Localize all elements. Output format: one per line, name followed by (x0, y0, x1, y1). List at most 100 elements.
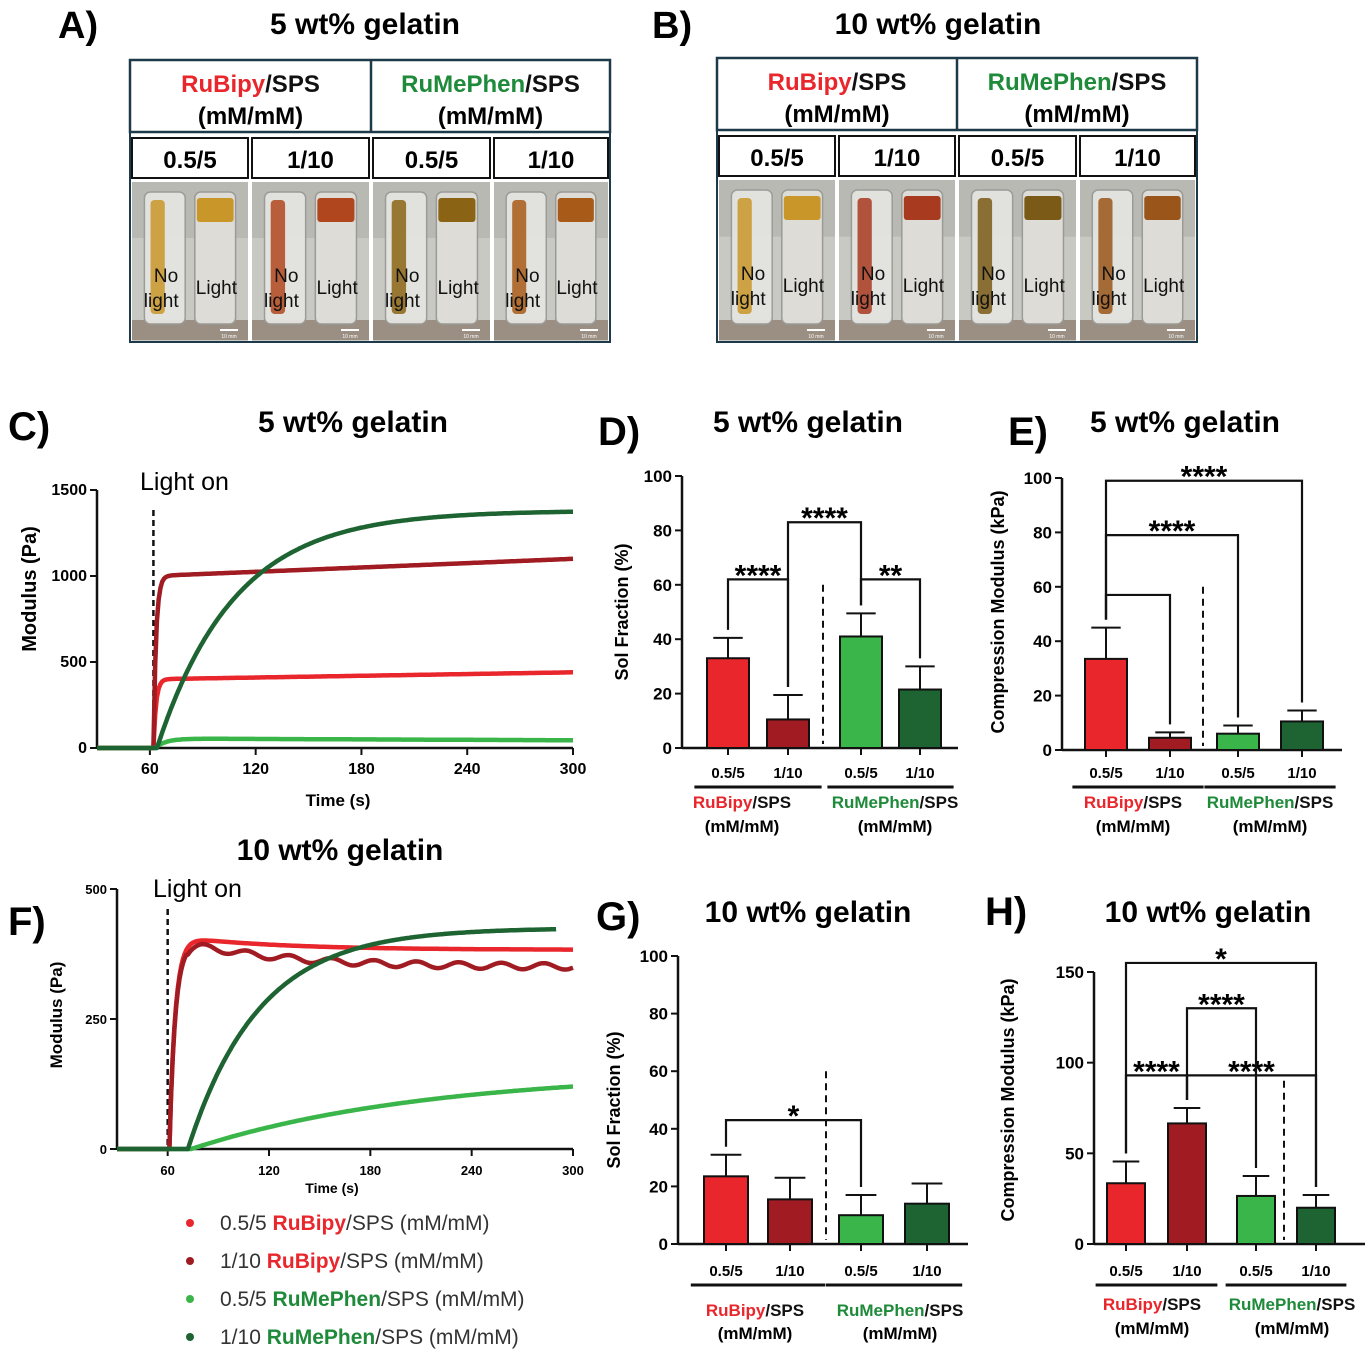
ratio-cell (838, 135, 956, 177)
vial-label-no: No (154, 266, 178, 287)
x-axis-label: Time (s) (305, 1180, 358, 1196)
vial-gel-top (903, 196, 941, 220)
significance-bracket (1124, 961, 1318, 1188)
y-tick-label: 80 (653, 521, 672, 540)
category-label: 1/10 (773, 765, 802, 782)
vial-label-no: No (515, 266, 539, 287)
vial-label-no: No (274, 266, 298, 287)
chart-title: 10 wt% gelatin (237, 834, 444, 867)
vial-liquid-smear (1098, 198, 1113, 314)
y-tick-label: 500 (85, 882, 107, 897)
panel-letter: G) (596, 895, 640, 939)
vial-gel-top (196, 198, 234, 222)
x-tick-label: 60 (141, 761, 159, 778)
legend-prefix: 1/10 (220, 1250, 267, 1273)
group-name-colored: RuMePhen (1229, 1295, 1317, 1314)
vial-gel-top (438, 198, 476, 222)
category-label: 1/10 (1301, 1263, 1330, 1280)
legend-suffix: /SPS (mM/mM) (381, 1288, 524, 1311)
y-tick-label: 0 (1075, 1235, 1084, 1254)
scale-bar-text: 10 mm (808, 334, 823, 340)
photo-bench (1080, 320, 1195, 340)
significance-bracket (724, 1119, 863, 1188)
group-name-colored: RuBipy (181, 71, 266, 98)
legend-prefix: 0.5/5 (220, 1212, 273, 1235)
vial-label-light-right: Light (783, 276, 825, 297)
significance-label: **** (1149, 515, 1196, 548)
legend-name: RuBipy (267, 1250, 341, 1273)
group-name-colored: RuBipy (1084, 793, 1144, 812)
y-axis-label: Compression Modulus (kPa) (988, 490, 1008, 733)
vial-liquid-smear (150, 200, 165, 314)
legend-prefix: 1/10 (220, 1326, 267, 1349)
group-unit: (mM/mM) (198, 103, 303, 130)
vial-label-no: No (981, 264, 1005, 285)
bar-3 (1296, 1206, 1336, 1245)
vial-gel-top (1024, 196, 1062, 220)
significance-label: **** (1181, 461, 1228, 494)
group-name-colored: RuBipy (1103, 1295, 1163, 1314)
legend-suffix: /SPS (mM/mM) (346, 1212, 489, 1235)
group-name-rest: /SPS (1112, 69, 1167, 96)
group-name-rest: /SPS (1317, 1295, 1356, 1314)
group-unit: (mM/mM) (718, 1324, 793, 1343)
photo-bench (959, 320, 1076, 340)
scale-bar-text: 10 mm (1168, 334, 1183, 340)
y-tick-label: 250 (85, 1012, 107, 1027)
scale-bar-text: 10 mm (581, 334, 596, 340)
series-line-rumephen_05 (116, 1084, 574, 1152)
group-name-rest: /SPS (765, 1301, 804, 1320)
vial-gel-top (1144, 196, 1181, 220)
x-tick-label: 180 (359, 1163, 381, 1178)
group-name-colored: RuBipy (693, 793, 753, 812)
panel-letter: H) (985, 890, 1027, 934)
ratio-label: 1/10 (528, 147, 575, 174)
x-tick-label: 300 (562, 1163, 584, 1178)
vial-light (1021, 189, 1065, 325)
vial-photo: No light Light 10 mm (132, 182, 248, 342)
group-name-colored: RuBipy (706, 1301, 766, 1320)
y-axis-label: Modulus (Pa) (19, 526, 41, 652)
vial-photo: No light Light 10 mm (252, 182, 369, 342)
significance-label: **** (735, 559, 782, 592)
bar-3 (1280, 720, 1324, 752)
vial-liquid-smear (977, 198, 993, 314)
category-label: 1/10 (775, 1263, 804, 1280)
chart-title: 10 wt% gelatin (1105, 896, 1312, 929)
ratio-cell (958, 135, 1077, 177)
group-name-colored: RuMePhen (832, 793, 920, 812)
ratio-cell (1079, 135, 1196, 177)
group-name-colored: RuBipy (768, 69, 853, 96)
legend-suffix: /SPS (mM/mM) (375, 1326, 518, 1349)
series-line-rubipy_1 (116, 941, 574, 1152)
y-tick-label: 100 (644, 467, 672, 486)
series-line-rubipy_05 (96, 670, 574, 751)
scale-bar-text: 10 mm (463, 334, 478, 340)
vial-photo: No light Light 10 mm (959, 180, 1076, 342)
category-label: 0.5/5 (1221, 765, 1254, 782)
vial-light (901, 189, 944, 325)
vial-liquid-smear (737, 198, 752, 314)
vial-photo: No light Light 10 mm (839, 180, 955, 342)
ratio-label: 1/10 (1114, 145, 1161, 172)
ratio-cell (372, 137, 491, 179)
bar-2 (1216, 732, 1260, 751)
vial-label-light: light (385, 291, 421, 312)
chart-title: 5 wt% gelatin (713, 406, 903, 439)
group-name-rest: /SPS (1162, 1295, 1201, 1314)
group-name-colored: RuMePhen (837, 1301, 925, 1320)
significance-label: * (788, 1100, 800, 1133)
ratio-cell (131, 137, 249, 179)
y-tick-label: 60 (1033, 578, 1052, 597)
vial-liquid-smear (270, 200, 286, 314)
y-axis-label: Sol Fraction (%) (604, 1031, 624, 1168)
vial-light (781, 189, 824, 325)
group-name-colored: RuMePhen (401, 71, 525, 98)
significance-bracket (1104, 479, 1304, 703)
vial-label-no: No (395, 266, 419, 287)
series-line-rumephen_1 (96, 509, 574, 751)
scale-bar-text: 10 mm (221, 334, 236, 340)
photo-panel-a: A) 5 wt% gelatin RuBipy/SPS (mM/mM) RuMePhen… (58, 5, 612, 343)
group-unit: (mM/mM) (1255, 1319, 1330, 1338)
y-tick-label: 0 (1043, 741, 1052, 760)
